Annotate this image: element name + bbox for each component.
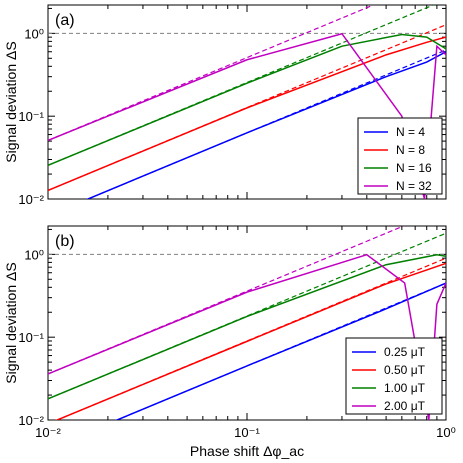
x-ticks-a <box>47 5 447 199</box>
panel-label-a: (a) <box>55 12 75 29</box>
panel-b: 10⁻² 10⁻¹ 10⁰ 10⁻² 10⁻¹ 10⁰ (b) Signal devia… <box>3 225 456 440</box>
legend-label: N = 4 <box>396 125 425 139</box>
series-group-b <box>48 226 446 420</box>
y-ticks-b: 10⁻² 10⁻¹ 10⁰ <box>18 228 446 428</box>
series-line <box>115 282 446 420</box>
y-tick-label: 10⁻² <box>18 192 44 207</box>
y-axis-label-text-b: Signal deviation ΔS <box>3 262 19 383</box>
y-tick-label: 10⁻² <box>18 413 44 428</box>
series-line <box>85 51 446 199</box>
panel-a: 10⁻² 10⁻¹ 10⁰ (a) Signal deviation ΔS N = … <box>3 4 447 207</box>
legend-label: N = 8 <box>396 143 425 157</box>
y-axis-label-b: Signal deviation ΔS <box>3 262 19 383</box>
legend-a: N = 4 N = 8 N = 16 N = 32 <box>357 117 443 195</box>
y-axis-label-a: Signal deviation ΔS <box>3 41 19 162</box>
y-tick-label: 10⁻¹ <box>18 109 44 124</box>
y-ticks-a: 10⁻² 10⁻¹ 10⁰ <box>18 7 446 207</box>
series-line <box>48 32 446 199</box>
legend-label: N = 16 <box>396 161 432 175</box>
legend-label: 2.00 μT <box>384 399 426 413</box>
y-tick-label: 10⁰ <box>24 247 44 262</box>
series-group-a <box>48 5 446 199</box>
x-ticks-b: 10⁻² 10⁻¹ 10⁰ <box>35 226 456 440</box>
legend-label: 0.50 μT <box>384 363 426 377</box>
y-tick-label: 10⁰ <box>24 26 44 41</box>
legend-label: 1.00 μT <box>384 381 426 395</box>
legend-box-a <box>357 117 443 195</box>
x-tick-label: 10⁻² <box>35 425 61 440</box>
legend-box-b <box>345 337 443 415</box>
x-tick-label: 10⁻¹ <box>234 425 260 440</box>
y-tick-label: 10⁻¹ <box>18 330 44 345</box>
panel-label-b: (b) <box>55 233 75 250</box>
series-line <box>48 253 446 400</box>
legend-label: 0.25 μT <box>384 345 426 359</box>
legend-b: 0.25 μT 0.50 μT 1.00 μT 2.00 μT <box>345 337 443 415</box>
legend-label: N = 32 <box>396 179 432 193</box>
series-line <box>48 33 446 167</box>
series-line <box>55 262 446 420</box>
series-line <box>48 253 446 420</box>
x-tick-label: 10⁰ <box>436 425 456 440</box>
y-axis-label-text-a: Signal deviation ΔS <box>3 41 19 162</box>
x-axis-label: Phase shift Δφ_ac <box>190 443 304 459</box>
